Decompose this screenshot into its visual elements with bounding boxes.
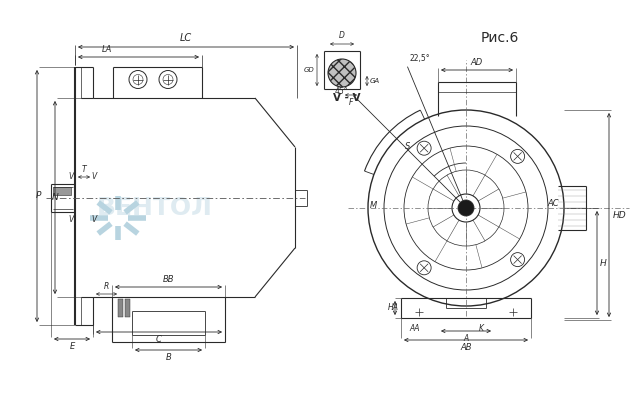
Text: AA: AA	[410, 324, 420, 333]
Text: C: C	[156, 335, 162, 344]
Text: S: S	[404, 142, 410, 151]
Text: HD: HD	[613, 211, 627, 220]
Text: R: R	[104, 282, 109, 291]
Text: HA: HA	[388, 303, 399, 312]
Text: T: T	[82, 165, 86, 174]
Text: V: V	[68, 215, 74, 224]
Text: LC: LC	[180, 33, 192, 43]
Text: N: N	[52, 193, 59, 202]
Circle shape	[328, 59, 356, 87]
Text: V: V	[91, 172, 96, 181]
Text: AD: AD	[471, 58, 483, 67]
Text: M: M	[370, 202, 377, 211]
Bar	[118, 299, 123, 317]
Text: K: K	[479, 324, 483, 333]
Circle shape	[458, 200, 474, 216]
Text: F: F	[349, 98, 353, 107]
Bar	[125, 299, 130, 317]
Text: Рис.6: Рис.6	[481, 31, 519, 45]
Text: AC: AC	[547, 200, 559, 209]
Text: E: E	[69, 342, 75, 351]
Text: V: V	[68, 172, 74, 181]
Text: ВЕНТОЛ: ВЕНТОЛ	[97, 196, 213, 220]
Text: LA: LA	[102, 45, 112, 54]
Text: GA: GA	[370, 78, 380, 84]
Text: H: H	[600, 259, 607, 268]
Text: P: P	[36, 191, 41, 200]
Text: 22,5°: 22,5°	[410, 54, 430, 62]
Text: GD: GD	[303, 67, 314, 73]
Text: 45°: 45°	[334, 87, 348, 96]
Bar	[53, 187, 71, 195]
Text: A: A	[463, 334, 468, 343]
Text: V: V	[91, 215, 96, 224]
Text: B: B	[166, 353, 172, 362]
Text: V - V: V - V	[333, 93, 361, 103]
Text: BB: BB	[163, 275, 174, 284]
Text: AB: AB	[460, 343, 472, 352]
Text: D: D	[339, 31, 345, 40]
